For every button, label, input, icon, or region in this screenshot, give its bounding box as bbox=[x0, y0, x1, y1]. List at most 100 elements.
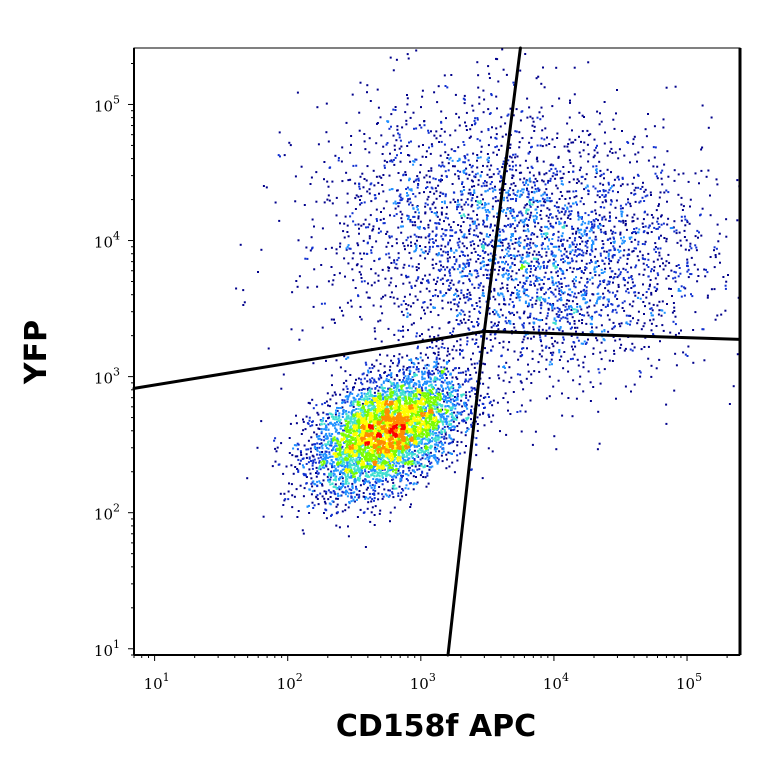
event-dot bbox=[495, 311, 498, 314]
event-dot bbox=[502, 295, 505, 298]
event-dot bbox=[443, 435, 446, 438]
event-dot bbox=[549, 360, 552, 363]
event-dot bbox=[415, 332, 418, 335]
event-dot bbox=[373, 379, 376, 382]
event-dot bbox=[408, 366, 411, 369]
event-dot bbox=[488, 168, 491, 171]
event-dot bbox=[623, 284, 626, 287]
event-dot bbox=[493, 309, 496, 311]
event-dot bbox=[623, 349, 626, 352]
event-dot bbox=[338, 421, 341, 424]
event-dot bbox=[420, 386, 423, 389]
event-dot bbox=[470, 405, 473, 408]
event-dot bbox=[383, 371, 386, 374]
event-dot bbox=[559, 240, 562, 242]
event-dot bbox=[519, 236, 522, 239]
event-dot bbox=[435, 130, 438, 133]
event-dot bbox=[477, 254, 480, 256]
event-dot bbox=[446, 415, 448, 418]
event-dot bbox=[435, 233, 438, 236]
event-dot bbox=[638, 273, 641, 276]
event-dot bbox=[426, 474, 429, 477]
event-dot bbox=[283, 499, 286, 502]
event-dot bbox=[705, 175, 708, 178]
event-dot bbox=[459, 271, 462, 274]
event-dot bbox=[534, 208, 537, 211]
event-dot bbox=[445, 437, 448, 440]
event-dot bbox=[691, 295, 694, 298]
event-dot bbox=[653, 226, 656, 229]
event-dot bbox=[560, 311, 563, 313]
event-dot bbox=[473, 247, 476, 250]
event-dot bbox=[590, 246, 593, 249]
event-dot bbox=[580, 270, 583, 272]
event-dot bbox=[574, 249, 577, 252]
event-dot bbox=[477, 86, 480, 89]
event-dot bbox=[465, 373, 467, 376]
event-dot bbox=[415, 266, 418, 269]
event-dot bbox=[378, 512, 381, 515]
event-dot bbox=[403, 245, 406, 248]
event-dot bbox=[444, 396, 447, 399]
event-dot bbox=[331, 455, 334, 458]
event-dot bbox=[575, 255, 578, 258]
event-dot bbox=[427, 131, 430, 134]
event-dot bbox=[446, 350, 449, 353]
event-dot bbox=[593, 223, 596, 226]
event-dot bbox=[582, 254, 585, 257]
event-dot bbox=[473, 243, 476, 246]
event-dot bbox=[643, 313, 645, 315]
event-dot bbox=[526, 166, 529, 169]
event-dot bbox=[530, 267, 532, 270]
event-dot bbox=[401, 488, 404, 490]
event-dot bbox=[496, 145, 498, 148]
event-dot bbox=[671, 295, 673, 297]
event-dot bbox=[368, 386, 371, 389]
event-dot bbox=[718, 252, 721, 255]
event-dot bbox=[517, 189, 520, 192]
event-dot bbox=[406, 97, 409, 100]
event-dot bbox=[480, 232, 483, 235]
event-dot bbox=[407, 329, 409, 332]
event-dot bbox=[650, 322, 653, 325]
event-dot bbox=[325, 420, 328, 423]
event-dot bbox=[543, 293, 546, 296]
event-dot bbox=[622, 236, 625, 239]
event-dot bbox=[424, 386, 427, 389]
event-dot bbox=[449, 398, 452, 401]
event-dot bbox=[436, 245, 439, 248]
event-dot bbox=[531, 350, 534, 353]
event-dot bbox=[645, 296, 648, 299]
event-dot bbox=[523, 322, 525, 325]
event-dot bbox=[534, 221, 536, 224]
event-dot bbox=[391, 468, 393, 471]
event-dot bbox=[584, 178, 587, 181]
event-dot bbox=[661, 183, 664, 186]
event-dot bbox=[462, 371, 465, 374]
event-dot bbox=[444, 412, 447, 415]
event-dot bbox=[531, 124, 534, 127]
event-dot bbox=[689, 242, 692, 245]
event-dot bbox=[539, 287, 542, 290]
event-dot bbox=[385, 143, 388, 146]
event-dot bbox=[487, 144, 490, 147]
event-dot bbox=[303, 444, 306, 447]
event-dot bbox=[371, 363, 374, 366]
event-dot bbox=[324, 247, 327, 250]
event-dot bbox=[548, 239, 551, 242]
event-dot bbox=[581, 130, 584, 133]
event-dot bbox=[548, 327, 551, 330]
event-dot bbox=[633, 228, 636, 230]
event-dot bbox=[613, 349, 615, 352]
event-dot bbox=[409, 235, 412, 238]
event-dot bbox=[526, 97, 529, 100]
event-dot bbox=[583, 188, 586, 191]
event-dot bbox=[242, 304, 245, 306]
event-dot bbox=[545, 368, 548, 371]
event-dot bbox=[450, 441, 453, 444]
event-dot bbox=[439, 415, 442, 418]
event-dot bbox=[560, 355, 563, 358]
event-dot bbox=[406, 312, 409, 315]
event-dot bbox=[335, 458, 338, 461]
event-dot bbox=[366, 190, 369, 193]
